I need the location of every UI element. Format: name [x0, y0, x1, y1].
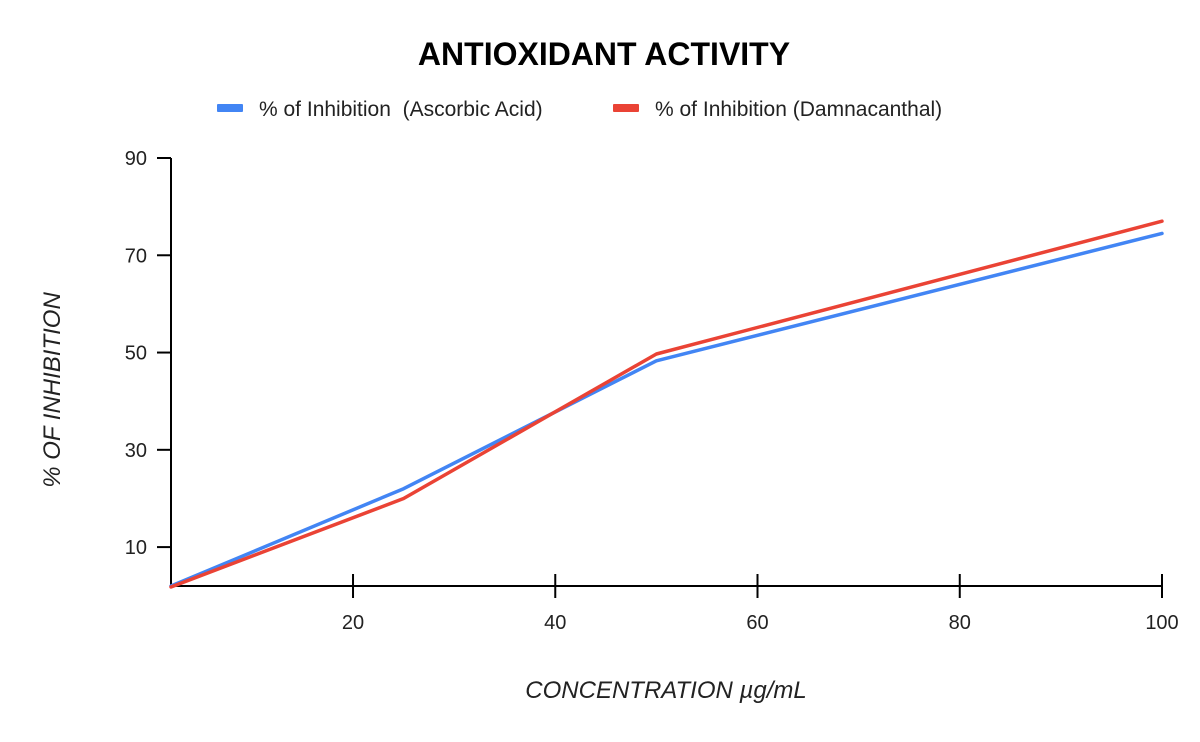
- legend-swatch: [613, 104, 639, 112]
- x-axis-ticks: 20 40 60 80 100: [342, 574, 1179, 634]
- y-tick-label: 10: [125, 537, 147, 559]
- series-lines: [169, 219, 1164, 589]
- y-tick-label: 50: [125, 343, 147, 365]
- x-tick-label: 40: [544, 612, 566, 634]
- x-tick-label: 100: [1145, 612, 1178, 634]
- x-tick-label: 20: [342, 612, 364, 634]
- legend-label: % of Inhibition (Ascorbic Acid): [259, 98, 543, 121]
- y-axis-ticks: 10 30 50 70 90: [125, 148, 171, 559]
- x-tick-label: 80: [949, 612, 971, 634]
- series-line-ascorbic-acid: [169, 231, 1164, 588]
- y-tick-label: 30: [125, 440, 147, 462]
- chart-title: ANTIOXIDANT ACTIVITY: [418, 36, 790, 72]
- legend-swatch: [217, 104, 243, 112]
- legend-label: % of Inhibition (Damnacanthal): [655, 98, 942, 121]
- x-tick-label: 60: [746, 612, 768, 634]
- y-tick-label: 90: [125, 148, 147, 170]
- x-axis-title: CONCENTRATION µg/mL: [525, 677, 806, 704]
- legend: % of Inhibition (Ascorbic Acid) % of Inhi…: [217, 98, 942, 121]
- y-axis-title: % OF INHIBITION: [39, 292, 66, 488]
- series-line-damnacanthal: [169, 219, 1164, 589]
- y-tick-label: 70: [125, 245, 147, 267]
